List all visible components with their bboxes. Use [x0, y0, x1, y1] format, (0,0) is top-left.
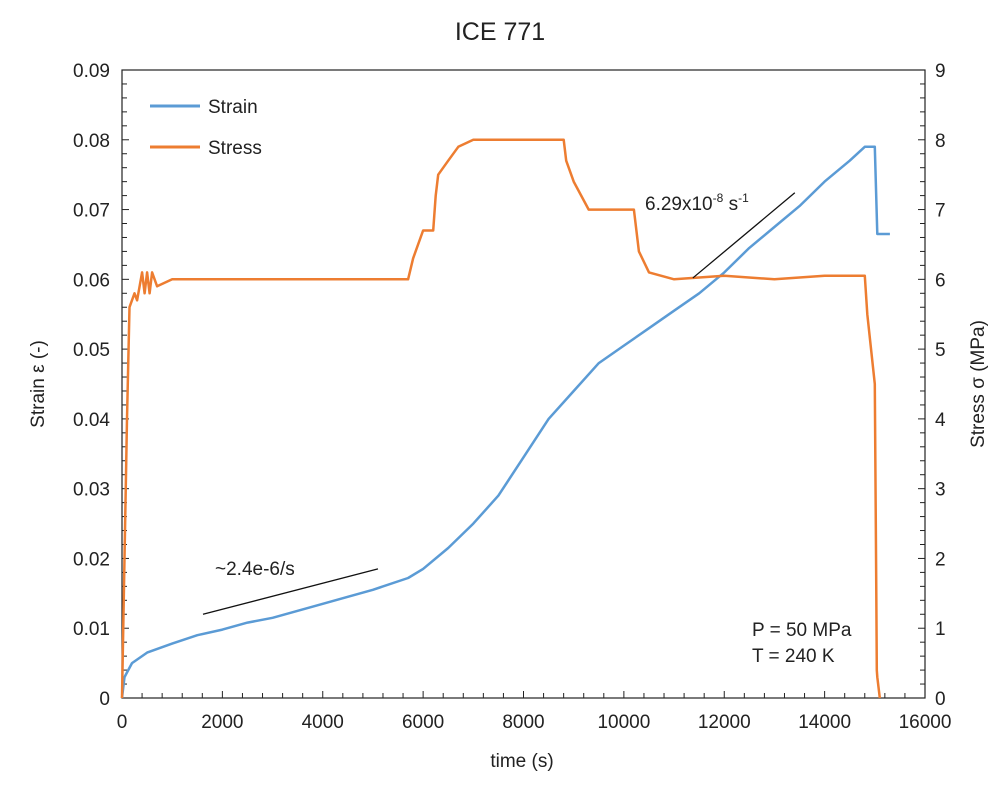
- x-tick-label: 14000: [798, 712, 851, 733]
- y-tick-label: 0.03: [73, 480, 110, 501]
- chart-title: ICE 771: [455, 18, 545, 46]
- x-tick-label: 12000: [698, 712, 751, 733]
- x-tick-label: 16000: [899, 712, 952, 733]
- condition-pressure: P = 50 MPa: [752, 620, 852, 641]
- condition-temperature: T = 240 K: [752, 646, 835, 667]
- series-line-strain: [120, 145, 890, 699]
- y-tick-label: 0.09: [73, 61, 110, 82]
- y-tick-label: 0.01: [73, 619, 110, 640]
- legend-label-strain: Strain: [208, 97, 258, 118]
- y2-tick-label: 8: [935, 131, 946, 152]
- x-tick-label: 8000: [502, 712, 544, 733]
- y-tick-label: 0.08: [73, 131, 110, 152]
- y2-tick-label: 2: [935, 549, 946, 570]
- x-tick-label: 4000: [302, 712, 344, 733]
- legend: Strain Stress: [150, 97, 262, 159]
- annotation-slope-line-2: [692, 192, 796, 279]
- y2-tick-label: 0: [935, 689, 946, 710]
- x-tick-label: 0: [117, 712, 128, 733]
- legend-label-stress: Stress: [208, 138, 262, 159]
- y-tick-label: 0.02: [73, 549, 110, 570]
- y2-tick-label: 9: [935, 61, 946, 82]
- x-axis-label: time (s): [490, 751, 553, 772]
- y-tick-label: 0.05: [73, 340, 110, 361]
- x-tick-label: 6000: [402, 712, 444, 733]
- annotation-rate-2: 6.29x10-8 s-1: [645, 191, 749, 215]
- y-axis-label: Strain ε (-): [28, 340, 49, 428]
- y-tick-label: 0.06: [73, 270, 110, 291]
- x-tick-label: 2000: [201, 712, 243, 733]
- y-tick-label: 0: [99, 689, 110, 710]
- y-tick-label: 0.07: [73, 201, 110, 222]
- x-tick-label: 10000: [597, 712, 650, 733]
- y2-tick-label: 3: [935, 480, 946, 501]
- y2-tick-label: 6: [935, 270, 946, 291]
- annotation-slope-line-1: [202, 568, 379, 615]
- annotation-rate-1: ~2.4e-6/s: [215, 559, 295, 580]
- y2-tick-label: 4: [935, 410, 946, 431]
- y2-tick-label: 1: [935, 619, 946, 640]
- y-tick-label: 0.04: [73, 410, 110, 431]
- series-line-stress: [120, 138, 882, 699]
- y2-axis-label: Stress σ (MPa): [968, 320, 989, 448]
- y2-tick-label: 7: [935, 201, 946, 222]
- y2-tick-label: 5: [935, 340, 946, 361]
